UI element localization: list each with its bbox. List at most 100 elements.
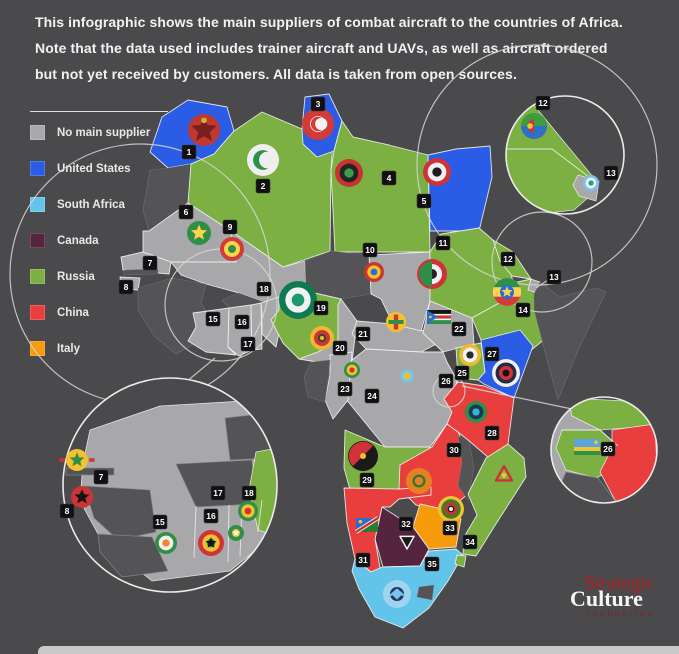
- lens-circle-2: [491, 211, 593, 313]
- inset-west-africa: [63, 378, 277, 592]
- logo-strategic: Strategic: [584, 572, 656, 594]
- legend-item-italy: Italy: [30, 341, 150, 356]
- roundel-mauritania-icon: [187, 221, 211, 245]
- title-line-3: but not yet received by customers. All d…: [35, 66, 517, 82]
- svg-text:16: 16: [237, 317, 247, 327]
- svg-text:16: 16: [206, 511, 216, 521]
- legend-item-none: No main supplier: [30, 125, 150, 140]
- marker-badge-namibia: 31: [355, 552, 371, 568]
- marker-badge-libya: 4: [381, 170, 397, 186]
- flag-namibia-icon: [354, 516, 380, 534]
- roundel-ivory-coast-icon: [155, 532, 177, 554]
- svg-text:22: 22: [454, 324, 464, 334]
- lens-circle-3: [416, 44, 658, 286]
- marker-badge-eritrea-inset: 12: [535, 95, 551, 111]
- strategic-culture-logo: Strategic Culture FOUNDATION: [568, 572, 678, 618]
- svg-text:6: 6: [184, 207, 189, 217]
- marker-badge-egypt: 5: [416, 193, 432, 209]
- roundel-kenya-icon: [492, 359, 520, 387]
- svg-text:3: 3: [316, 99, 321, 109]
- roundel-guinea-bissau-icon: [71, 486, 93, 508]
- marker-badge-tunisia: 3: [310, 96, 326, 112]
- svg-text:21: 21: [358, 329, 368, 339]
- svg-text:27: 27: [487, 349, 497, 359]
- marker-badge-ethiopia: 14: [515, 302, 531, 318]
- marker-badge-ghana-inset: 16: [203, 508, 219, 524]
- marker-badge-kenya: 27: [484, 346, 500, 362]
- legend-swatch-none: [30, 125, 45, 140]
- marker-badge-ivory-coast-inset: 15: [152, 514, 168, 530]
- svg-text:31: 31: [358, 555, 368, 565]
- svg-text:20: 20: [335, 343, 345, 353]
- marker-badge-zambia: 30: [446, 442, 462, 458]
- title-block: This infographic shows the main supplier…: [35, 9, 645, 87]
- marker-badge-angola: 29: [359, 472, 375, 488]
- legend-swatch-china: [30, 305, 45, 320]
- svg-text:19: 19: [316, 303, 326, 313]
- marker-badge-mali: 9: [222, 219, 238, 235]
- country-eswatini: [454, 554, 467, 568]
- roundel-uganda-icon: [459, 344, 481, 366]
- country-somalia: [533, 281, 607, 401]
- marker-badge-senegal: 7: [142, 255, 158, 271]
- svg-text:18: 18: [259, 284, 269, 294]
- svg-text:7: 7: [148, 258, 153, 268]
- roundel-sudan-icon: [417, 259, 447, 289]
- svg-text:23: 23: [340, 384, 350, 394]
- svg-text:26: 26: [441, 376, 451, 386]
- svg-text:8: 8: [65, 506, 70, 516]
- svg-text:18: 18: [244, 488, 254, 498]
- svg-text:15: 15: [155, 517, 165, 527]
- marker-badge-eritrea: 12: [500, 251, 516, 267]
- marker-badge-chad: 10: [362, 242, 378, 258]
- marker-badge-djibouti-inset: 13: [603, 165, 619, 181]
- legend-swatch-us: [30, 161, 45, 176]
- marker-badge-senegal-inset: 7: [93, 469, 109, 485]
- svg-text:9: 9: [228, 222, 233, 232]
- legend-swatch-canada: [30, 233, 45, 248]
- svg-text:12: 12: [503, 254, 513, 264]
- svg-text:24: 24: [367, 391, 377, 401]
- marker-badge-botswana: 32: [398, 516, 414, 532]
- marker-badge-congo: 23: [337, 381, 353, 397]
- roundel-tunisia-icon: [302, 108, 334, 140]
- svg-text:17: 17: [213, 488, 223, 498]
- svg-text:25: 25: [457, 368, 467, 378]
- legend-item-us: United States: [30, 161, 150, 176]
- flag-south-sudan-icon: [427, 310, 451, 324]
- marker-badge-rwanda: 26: [438, 373, 454, 389]
- marker-badge-morocco: 1: [181, 144, 197, 160]
- svg-text:26: 26: [603, 444, 613, 454]
- country-lesotho: [416, 584, 435, 601]
- inset-ring-rwanda-region: [550, 396, 658, 504]
- flag-rwanda-icon: [574, 439, 600, 455]
- svg-text:11: 11: [439, 238, 448, 248]
- legend-label-canada: Canada: [57, 234, 99, 247]
- marker-badge-mauritania: 6: [178, 204, 194, 220]
- marker-badge-guinea-bissau-inset: 8: [59, 503, 75, 519]
- svg-text:13: 13: [549, 272, 559, 282]
- marker-badge-zimbabwe: 33: [442, 520, 458, 536]
- marker-badge-benin-inset: 18: [241, 485, 257, 501]
- marker-badge-ivory-coast: 15: [205, 311, 221, 327]
- legend-item-russia: Russia: [30, 269, 150, 284]
- inset-ring-horn-of-africa: [505, 95, 625, 215]
- marker-badge-central-african-republic: 21: [355, 326, 371, 342]
- marker-badge-djibouti: 13: [546, 269, 562, 285]
- roundel-tanzania-icon: [465, 401, 487, 423]
- roundel-togo-icon: [228, 525, 244, 541]
- legend-item-china: China: [30, 305, 150, 320]
- marker-badge-rwanda-inset: 26: [600, 441, 616, 457]
- marker-badge-algeria: 2: [255, 178, 271, 194]
- svg-text:29: 29: [362, 475, 372, 485]
- roundel-central-african-republic-icon: [386, 312, 406, 332]
- svg-text:32: 32: [401, 519, 411, 529]
- marker-badge-nigeria: 19: [313, 300, 329, 316]
- lens-line-2: [535, 279, 549, 289]
- svg-text:7: 7: [99, 472, 104, 482]
- roundels-layer: [59, 108, 599, 608]
- mozambique-triangle-icon: [494, 464, 514, 482]
- roundel-angola-icon: [348, 441, 378, 471]
- roundel-mali-icon: [220, 237, 244, 261]
